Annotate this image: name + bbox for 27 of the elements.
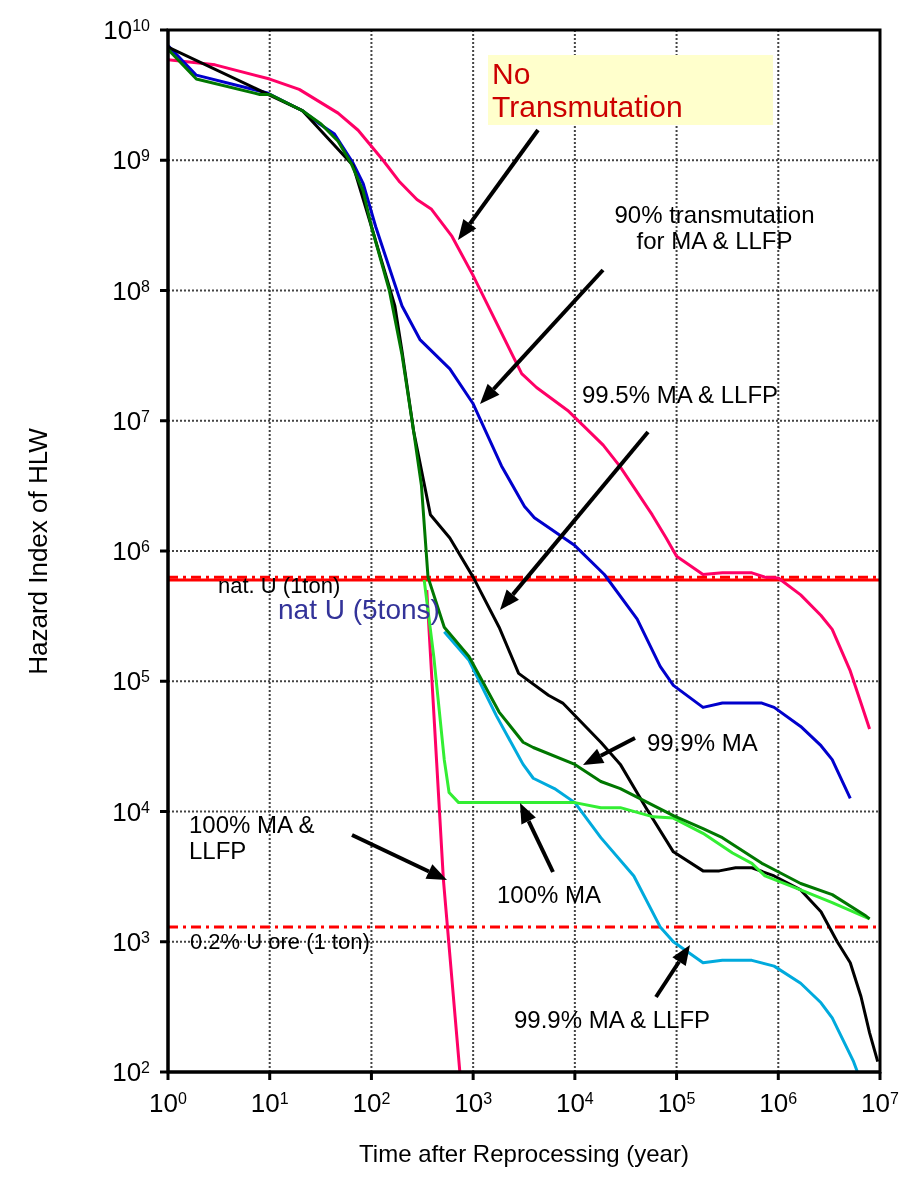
x-axis-title: Time after Reprocessing (year)	[358, 1140, 690, 1168]
x-tick-label: 10$^{0}$	[149, 1088, 188, 1118]
annotation: 99.9% MA & LLFP	[514, 1006, 712, 1034]
y-tick-label: 10$^{5}$	[112, 666, 151, 697]
y-tick-label: 10$^{4}$	[112, 796, 151, 827]
annotation: No Transmutation	[492, 57, 684, 123]
y-tick-label: 10$^{9}$	[112, 145, 151, 176]
y-tick-label: 10$^{10}$	[103, 15, 151, 45]
annotation: 99.9% MA	[647, 729, 759, 757]
y-tick-label: 10$^{2}$	[112, 1057, 151, 1087]
y-tick-label: 10$^{6}$	[112, 536, 151, 566]
y-tick-label: 10$^{8}$	[112, 275, 151, 306]
y-axis-title: Hazard Index of HLW	[22, 427, 54, 677]
annotation: 99.5% MA & LLFP	[582, 381, 780, 409]
ref-line-label: 0.2% U ore (1 ton)	[190, 928, 370, 955]
x-tick-label: 10$^{4}$	[555, 1088, 594, 1118]
x-tick-label: 10$^{2}$	[352, 1088, 391, 1118]
x-tick-label: 10$^{5}$	[657, 1088, 696, 1118]
annotation: 100% MA	[497, 881, 603, 909]
y-tick-label: 10$^{3}$	[112, 926, 151, 957]
annotation: 100% MA & LLFP	[189, 811, 316, 865]
x-tick-label: 10$^{6}$	[759, 1088, 798, 1118]
y-tick-label: 10$^{7}$	[112, 405, 151, 436]
annotation: 90% transmutation for MA & LLFP	[613, 201, 816, 255]
x-tick-label: 10$^{7}$	[861, 1088, 900, 1118]
x-tick-label: 10$^{3}$	[454, 1088, 493, 1118]
x-tick-label: 10$^{1}$	[250, 1088, 289, 1118]
